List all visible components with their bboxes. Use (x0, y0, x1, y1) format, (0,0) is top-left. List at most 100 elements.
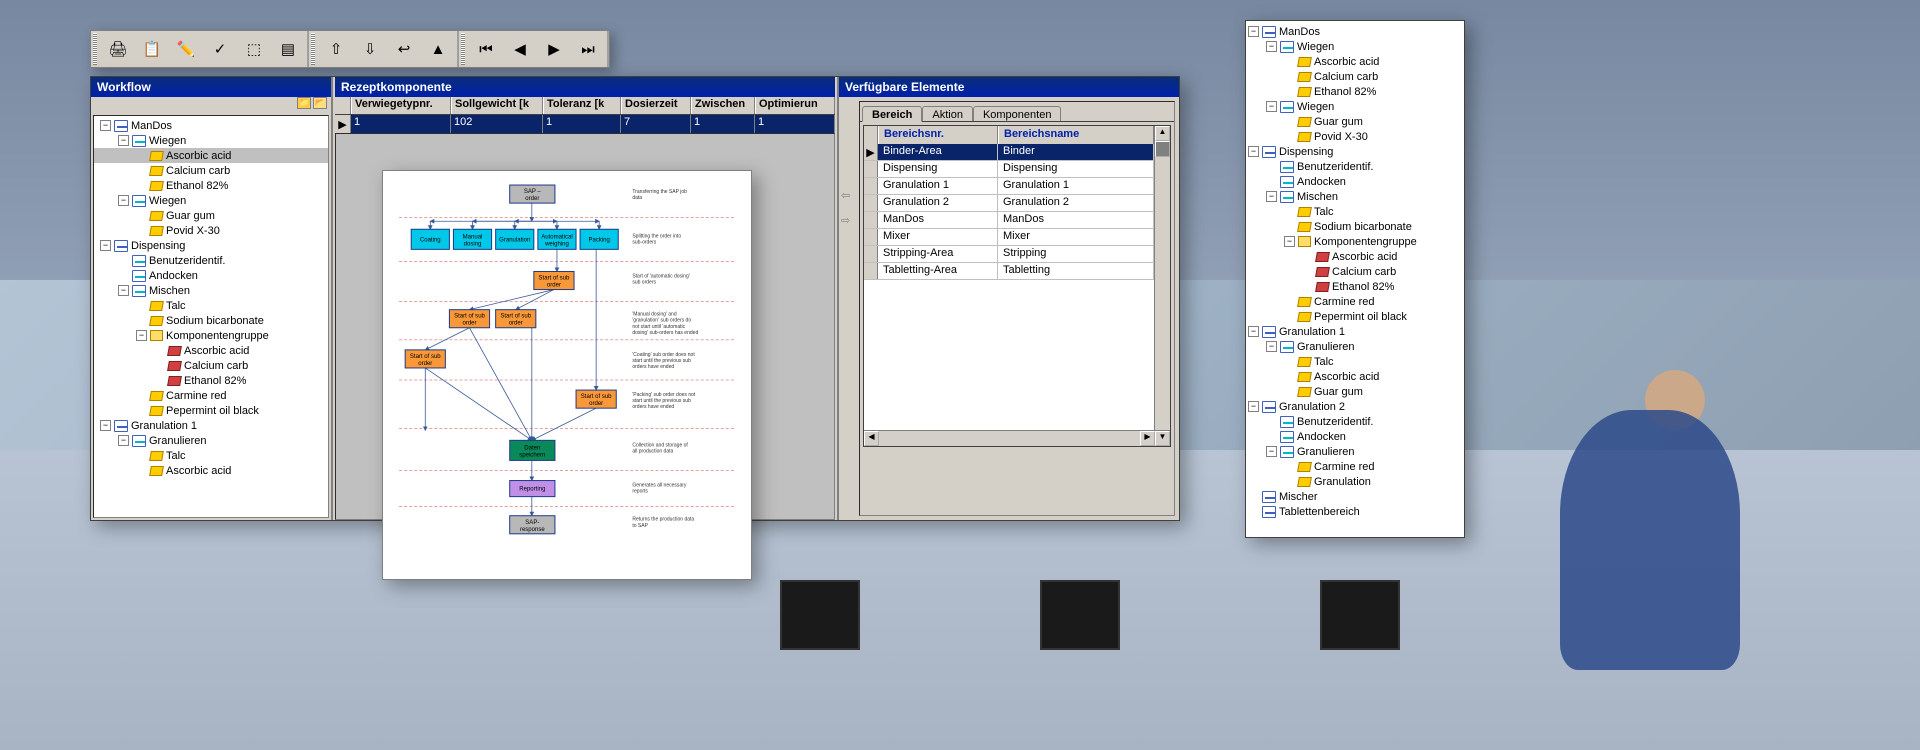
tab-komponenten[interactable]: Komponenten (973, 106, 1062, 121)
folder-open-icon[interactable]: 📂 (313, 97, 327, 109)
tree-item[interactable]: Ascorbic acid (94, 148, 328, 163)
tree-item[interactable]: Pepermint oil black (94, 403, 328, 418)
tree-item[interactable]: Andocken (1246, 429, 1464, 444)
tree-item[interactable]: Ascorbic acid (1246, 249, 1464, 264)
verf-row[interactable]: ManDosManDos (864, 212, 1154, 229)
col-bereichsnr[interactable]: Bereichsnr. (878, 126, 998, 144)
tree-item[interactable]: Carmine red (1246, 459, 1464, 474)
toolbar-btn-0[interactable]: 🖨 (102, 33, 134, 65)
toolbar-btn-2[interactable]: ↩ (388, 33, 420, 65)
scroll-up-icon[interactable]: ▲ (1155, 126, 1170, 141)
tree-item[interactable]: −Mischen (1246, 189, 1464, 204)
tree-toggle-icon[interactable]: − (100, 240, 111, 251)
tree-item[interactable]: Benutzeridentif. (1246, 414, 1464, 429)
tree-toggle-icon[interactable]: − (100, 420, 111, 431)
nav-btn-3[interactable]: ⏭ (572, 33, 604, 65)
tree-toggle-icon[interactable]: − (1266, 41, 1277, 52)
col-bereichsname[interactable]: Bereichsname (998, 126, 1154, 144)
tree-item[interactable]: Talc (1246, 204, 1464, 219)
move-left-icon[interactable]: ⇦ (841, 189, 855, 202)
tree-item[interactable]: Povid X-30 (94, 223, 328, 238)
tree-item[interactable]: −ManDos (1246, 24, 1464, 39)
toolbar-btn-1[interactable]: ⇩ (354, 33, 386, 65)
toolbar-btn-0[interactable]: ⇧ (320, 33, 352, 65)
tree-item[interactable]: Tablettenbereich (1246, 504, 1464, 519)
nav-btn-1[interactable]: ◀ (504, 33, 536, 65)
toolbar-grip[interactable] (93, 33, 97, 65)
tree-item[interactable]: Pepermint oil black (1246, 309, 1464, 324)
tree-toggle-icon[interactable]: − (118, 195, 129, 206)
tree-toggle-icon[interactable]: − (100, 120, 111, 131)
col-dosierzeit[interactable]: Dosierzeit (621, 97, 691, 114)
tree-item[interactable]: Andocken (94, 268, 328, 283)
tree-item[interactable]: Ethanol 82% (1246, 84, 1464, 99)
grid-row[interactable]: ▶ 1 102 1 7 1 1 (335, 115, 835, 133)
tree-item[interactable]: Guar gum (1246, 384, 1464, 399)
tree-item[interactable]: Ethanol 82% (94, 373, 328, 388)
toolbar-btn-3[interactable]: ✓ (204, 33, 236, 65)
tree-item[interactable]: −Mischen (94, 283, 328, 298)
verf-row[interactable]: MixerMixer (864, 229, 1154, 246)
tree-item[interactable]: −Granulieren (1246, 444, 1464, 459)
tree-item[interactable]: −Granulation 1 (1246, 324, 1464, 339)
scroll-thumb[interactable] (1155, 141, 1170, 157)
toolbar-btn-1[interactable]: 📋 (136, 33, 168, 65)
tree-item[interactable]: −Wiegen (1246, 39, 1464, 54)
vscrollbar[interactable]: ▲ (1154, 126, 1170, 430)
tree-toggle-icon[interactable]: − (1248, 146, 1259, 157)
cell-v5[interactable]: 1 (691, 115, 755, 133)
verf-row[interactable]: Tabletting-AreaTabletting (864, 263, 1154, 280)
tree-item[interactable]: −Dispensing (1246, 144, 1464, 159)
tree-item[interactable]: Benutzeridentif. (94, 253, 328, 268)
tree-item[interactable]: Carmine red (94, 388, 328, 403)
scroll-right-icon[interactable]: ▶ (1140, 431, 1155, 446)
tree-toggle-icon[interactable]: − (1266, 101, 1277, 112)
tree-toggle-icon[interactable]: − (1248, 326, 1259, 337)
tree-item[interactable]: −Granulation 2 (1246, 399, 1464, 414)
tree-item[interactable]: Calcium carb (94, 163, 328, 178)
col-sollgewicht[interactable]: Sollgewicht [k (451, 97, 543, 114)
tree-item[interactable]: −Wiegen (94, 133, 328, 148)
nav-btn-2[interactable]: ▶ (538, 33, 570, 65)
toolbar-btn-3[interactable]: ▲ (422, 33, 454, 65)
toolbar-grip[interactable] (311, 33, 315, 65)
cell-v4[interactable]: 7 (621, 115, 691, 133)
tree-toggle-icon[interactable]: − (1266, 341, 1277, 352)
tree-toggle-icon[interactable]: − (136, 330, 147, 341)
tree-item[interactable]: −Granulieren (94, 433, 328, 448)
scroll-left-icon[interactable]: ◀ (864, 431, 879, 446)
tree-item[interactable]: Sodium bicarbonate (1246, 219, 1464, 234)
col-optimierung[interactable]: Optimierun (755, 97, 835, 114)
tree-item[interactable]: Ascorbic acid (1246, 369, 1464, 384)
tree-item[interactable]: Talc (1246, 354, 1464, 369)
tree-toggle-icon[interactable]: − (118, 285, 129, 296)
tree-toggle-icon[interactable]: − (1284, 236, 1295, 247)
tree-item[interactable]: −Wiegen (1246, 99, 1464, 114)
grid-corner[interactable] (335, 97, 351, 114)
tree-item[interactable]: Andocken (1246, 174, 1464, 189)
tree-item[interactable]: −ManDos (94, 118, 328, 133)
toolbar-btn-5[interactable]: ▤ (272, 33, 304, 65)
verf-row[interactable]: Granulation 1Granulation 1 (864, 178, 1154, 195)
cell-v3[interactable]: 1 (543, 115, 621, 133)
col-zwischen[interactable]: Zwischen (691, 97, 755, 114)
tab-bereich[interactable]: Bereich (862, 106, 922, 122)
tree-item[interactable]: Benutzeridentif. (1246, 159, 1464, 174)
verf-row[interactable]: DispensingDispensing (864, 161, 1154, 178)
tree-item[interactable]: −Komponentengruppe (1246, 234, 1464, 249)
tree-item[interactable]: Ascorbic acid (94, 463, 328, 478)
tree-item[interactable]: Calcium carb (94, 358, 328, 373)
tree-item[interactable]: −Granulation 1 (94, 418, 328, 433)
tree-item[interactable]: −Dispensing (94, 238, 328, 253)
tree-item[interactable]: Povid X-30 (1246, 129, 1464, 144)
toolbar-grip[interactable] (461, 33, 465, 65)
tree-item[interactable]: Ascorbic acid (1246, 54, 1464, 69)
right-tree[interactable]: −ManDos−WiegenAscorbic acidCalcium carbE… (1245, 20, 1465, 538)
tree-item[interactable]: Carmine red (1246, 294, 1464, 309)
move-right-icon[interactable]: ⇨ (841, 214, 855, 227)
col-verwiegetyp[interactable]: Verwiegetypnr. (351, 97, 451, 114)
col-toleranz[interactable]: Toleranz [k (543, 97, 621, 114)
tree-item[interactable]: Guar gum (94, 208, 328, 223)
tree-item[interactable]: Ethanol 82% (94, 178, 328, 193)
cell-v6[interactable]: 1 (755, 115, 835, 133)
